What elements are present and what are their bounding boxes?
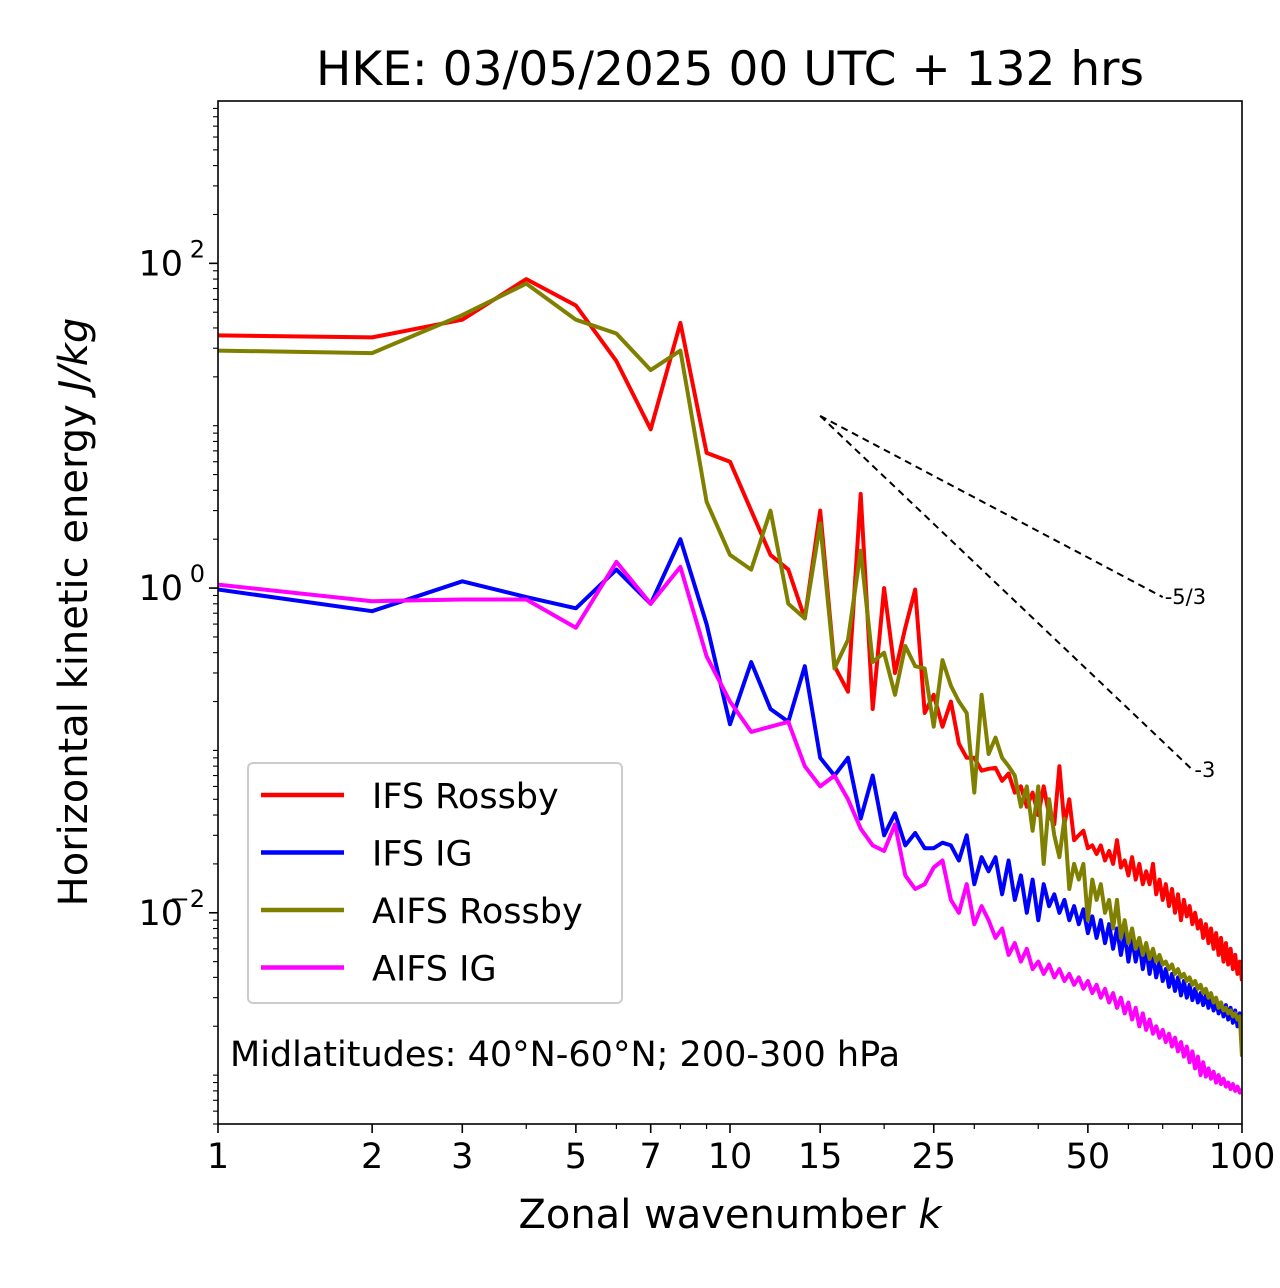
slope-line-3 bbox=[819, 415, 1194, 771]
y-axis-label-text: Horizontal kinetic energy bbox=[51, 392, 97, 907]
chart-title: HKE: 03/05/2025 00 UTC + 132 hrs bbox=[316, 42, 1144, 97]
x-tick-label: 1 bbox=[207, 1137, 229, 1177]
legend-label-aifs-ig: AIFS IG bbox=[372, 950, 497, 990]
x-tick-label: 50 bbox=[1066, 1137, 1111, 1177]
y-tick-exponent: 0 bbox=[190, 560, 205, 588]
slope-label-5-3: -5/3 bbox=[1165, 585, 1206, 609]
legend-label-ifs-ig: IFS IG bbox=[372, 835, 473, 875]
plot-area: -5/3 -3 bbox=[218, 277, 1242, 1095]
x-tick-label: 10 bbox=[708, 1137, 753, 1177]
y-axis-label: Horizontal kinetic energy J/kg bbox=[51, 318, 97, 907]
legend-box bbox=[247, 762, 623, 1004]
series-line-ifs-ig bbox=[218, 537, 1242, 1031]
x-axis-label-text: Zonal wavenumber bbox=[518, 1192, 918, 1238]
y-axis-label-variable: J/kg bbox=[51, 318, 97, 399]
x-tick-label: 3 bbox=[451, 1137, 473, 1177]
y-tick-exponent: 2 bbox=[190, 235, 205, 263]
legend: IFS Rossby IFS IG AIFS Rossby AIFS IG bbox=[247, 762, 623, 1004]
x-tick-label: 5 bbox=[565, 1137, 587, 1177]
series-line-aifs-ig bbox=[218, 559, 1242, 1095]
x-tick-label: 2 bbox=[361, 1137, 383, 1177]
x-tick-label: 100 bbox=[1209, 1137, 1276, 1177]
legend-label-aifs-rossby: AIFS Rossby bbox=[372, 892, 583, 932]
x-axis-label-variable: k bbox=[918, 1192, 943, 1238]
y-tick-label: 10 bbox=[138, 244, 183, 284]
slope-label-3: -3 bbox=[1194, 758, 1215, 782]
series-group bbox=[218, 277, 1242, 1095]
x-tick-label: 25 bbox=[911, 1137, 956, 1177]
x-tick-label: 15 bbox=[798, 1137, 843, 1177]
y-tick-label: 10 bbox=[138, 894, 183, 934]
slope-line-5-3 bbox=[819, 414, 1164, 598]
legend-label-ifs-rossby: IFS Rossby bbox=[372, 777, 559, 817]
series-line-aifs-rossby bbox=[218, 281, 1242, 1057]
x-tick-label: 7 bbox=[640, 1137, 662, 1177]
x-axis-label: Zonal wavenumber k bbox=[518, 1192, 943, 1238]
region-annotation: Midlatitudes: 40°N-60°N; 200-300 hPa bbox=[230, 1035, 900, 1075]
y-tick-exponent: −2 bbox=[170, 885, 205, 913]
y-tick-label: 10 bbox=[138, 569, 183, 609]
